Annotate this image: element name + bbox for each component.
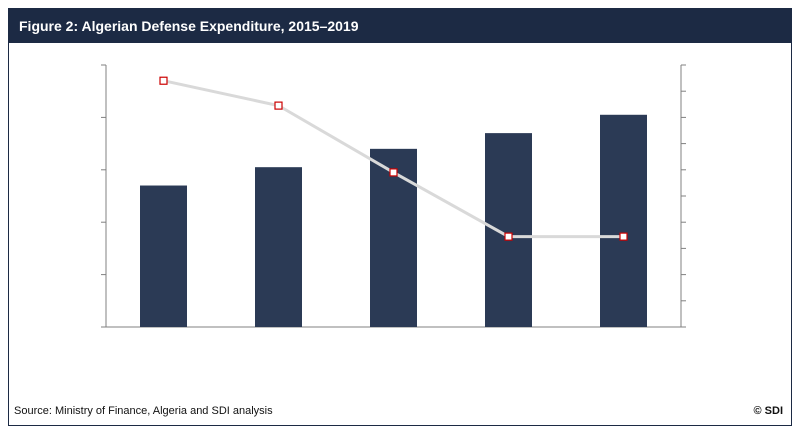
chart-area	[101, 64, 686, 328]
line-point	[159, 76, 168, 85]
bar	[255, 167, 302, 327]
figure-title: Figure 2: Algerian Defense Expenditure, …	[9, 9, 791, 43]
line-series	[159, 76, 628, 241]
source-note: Source: Ministry of Finance, Algeria and…	[14, 405, 273, 417]
line-point	[504, 232, 513, 241]
line-point	[389, 168, 398, 177]
bar	[140, 185, 187, 327]
line-point	[619, 232, 628, 241]
bar	[370, 148, 417, 327]
bar	[485, 133, 532, 327]
copyright-label: © SDI	[753, 405, 784, 417]
footer: Source: Ministry of Finance, Algeria and…	[9, 399, 791, 425]
figure-frame: Figure 2: Algerian Defense Expenditure, …	[8, 8, 792, 426]
bar	[600, 114, 647, 327]
line-point	[274, 101, 283, 110]
bar-series	[140, 114, 647, 327]
